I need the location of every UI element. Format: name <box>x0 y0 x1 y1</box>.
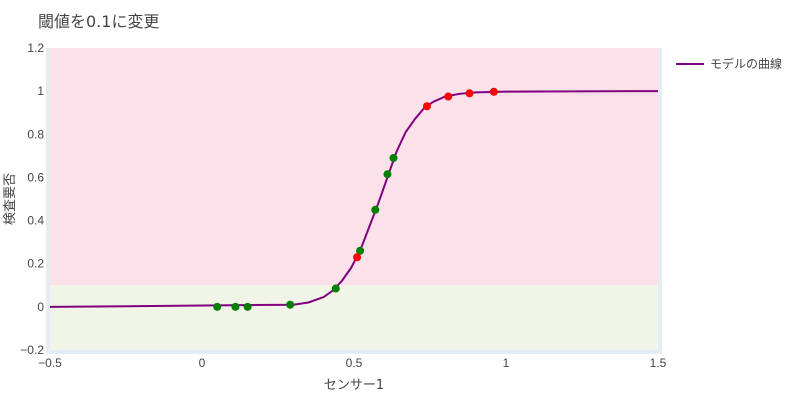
x-axis-title: センサー1 <box>324 378 384 393</box>
data-point <box>286 300 295 309</box>
data-point <box>356 246 365 255</box>
y-tick-label: 0.6 <box>27 170 44 184</box>
threshold-regions <box>50 48 658 350</box>
tick-labels: −0.5 0 0.5 1 1.5 −0.2 0 0.2 0.4 0.6 0.8 1 1.2 <box>20 41 666 370</box>
x-tick-label: 0.5 <box>346 356 363 370</box>
region-1 <box>50 285 658 350</box>
y-axis-title: 検査要否 <box>3 173 18 225</box>
data-point <box>383 170 392 179</box>
points-layer <box>213 87 498 311</box>
y-tick-label: 1 <box>37 84 44 98</box>
right-axis-line <box>658 48 662 354</box>
data-point <box>389 154 398 163</box>
x-tick-label: 0 <box>199 356 206 370</box>
legend[interactable]: モデルの曲線 <box>676 56 782 71</box>
x-tick-label: 1.5 <box>650 356 667 370</box>
data-point <box>444 92 453 101</box>
data-point <box>489 87 498 96</box>
legend-item-curve: モデルの曲線 <box>710 56 782 71</box>
y-tick-label: 0.4 <box>27 214 44 228</box>
y-tick-label: 0.8 <box>27 127 44 141</box>
y-axis-line <box>46 48 50 354</box>
data-point <box>243 302 252 311</box>
chart-title: 閾値を0.1に変更 <box>38 12 160 31</box>
y-tick-label: 0.2 <box>27 257 44 271</box>
x-tick-label: −0.5 <box>38 356 62 370</box>
data-point <box>231 302 240 311</box>
x-tick-label: 1 <box>503 356 510 370</box>
data-point <box>422 102 431 111</box>
region-0 <box>50 48 658 286</box>
data-point <box>371 205 380 214</box>
data-point <box>213 302 222 311</box>
x-axis-line <box>46 350 662 354</box>
data-point <box>465 89 474 98</box>
axis-frame <box>46 48 662 354</box>
y-tick-label: 1.2 <box>27 41 44 55</box>
y-tick-label: 0 <box>37 300 44 314</box>
y-tick-label: −0.2 <box>20 343 44 357</box>
data-point <box>353 253 362 262</box>
data-point <box>331 284 340 293</box>
